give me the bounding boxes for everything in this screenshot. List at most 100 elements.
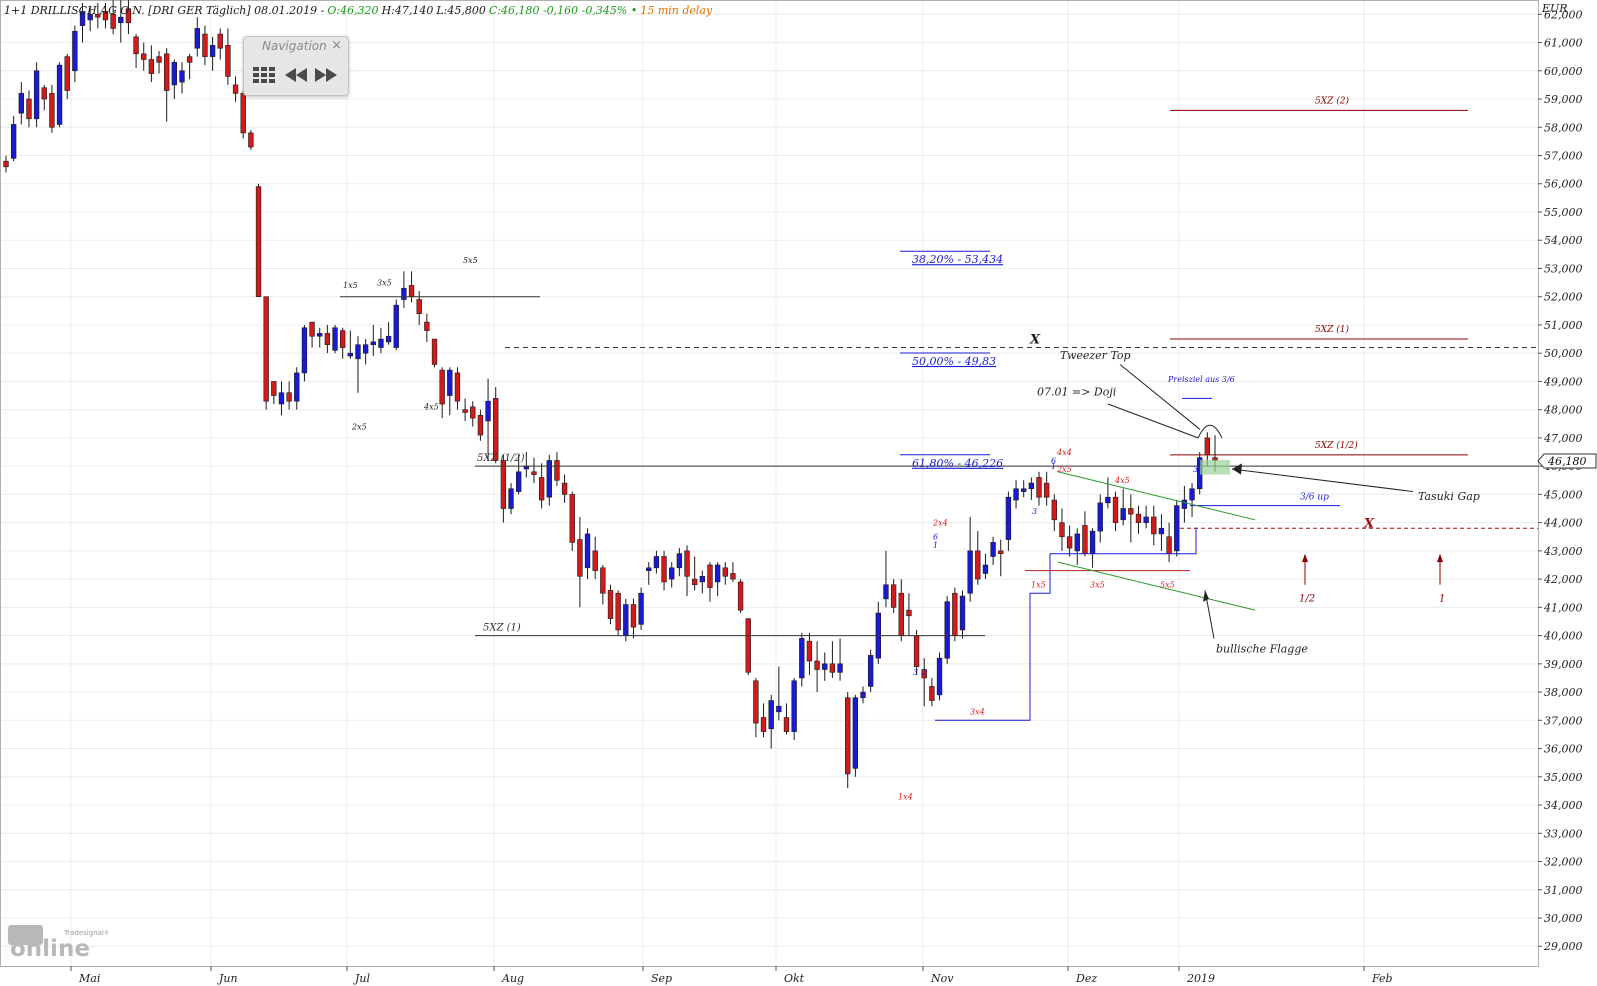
navigation-title: Navigation [262, 39, 327, 53]
candle-body [102, 11, 109, 21]
y-tick-label: 47,000 [1543, 432, 1583, 445]
candle-body [998, 550, 1004, 554]
candle-body [768, 700, 774, 730]
logo-brand: Tradesignal® [63, 929, 108, 937]
x-tick-label: Sep [651, 972, 672, 985]
candle-body [516, 471, 522, 492]
candle-count-label: 4x5 [423, 403, 439, 412]
candle-body [531, 471, 537, 475]
x-tick-label: 2019 [1186, 972, 1215, 985]
candle-body [1158, 527, 1165, 535]
y-tick-label: 37,000 [1544, 714, 1583, 727]
candle-body [393, 304, 399, 348]
candle-body [301, 327, 308, 374]
navigation-close-button[interactable]: × [331, 38, 342, 53]
candle-count-label: 2x5 [351, 422, 367, 431]
y-tick-label: 56,000 [1544, 178, 1583, 191]
y-tick-label: 34,000 [1544, 799, 1583, 812]
candle-body [906, 609, 912, 617]
candle-body [271, 381, 277, 396]
y-tick-label: 32,000 [1544, 856, 1583, 869]
tasuki-arrow [1231, 468, 1414, 493]
candle-body [340, 330, 346, 348]
candle-body [1105, 496, 1111, 504]
candle-body [95, 13, 101, 18]
candle-body [867, 655, 874, 687]
candle-body [79, 11, 86, 26]
candle-count-label: 4x5 [1114, 476, 1130, 485]
x-tick-label: Dez [1075, 972, 1097, 985]
current-price-marker [1537, 453, 1597, 469]
logo-name: online [10, 936, 90, 962]
flag-label: bullische Flagge [1216, 643, 1308, 656]
candle-body [439, 369, 445, 405]
up-label: 3/6 up [1300, 493, 1329, 503]
candle-body [1036, 477, 1042, 498]
candle-body [424, 321, 430, 331]
doji-label: 07.01 => Doji [1037, 386, 1116, 399]
candle-body [370, 341, 376, 346]
candle-count-label: 3x4 [970, 708, 985, 717]
candle-body [431, 338, 438, 365]
candle-body [661, 556, 667, 583]
candle-count-label: 3 [913, 668, 918, 677]
navigation-panel[interactable]: Navigation × [243, 36, 349, 96]
fib-label: 38,20% - 53,434 [912, 253, 1003, 266]
candle-body [164, 53, 170, 91]
target-label: 5XZ (1) [1315, 324, 1349, 335]
x-tick-label: Okt [784, 972, 805, 985]
candle-body [500, 460, 507, 509]
candle-body [561, 482, 568, 495]
tweezer-arc [1197, 424, 1223, 439]
candle-body [799, 638, 805, 679]
candle-body [10, 124, 17, 159]
close-change-value: C:46,180 -0,160 -0,345% • [488, 4, 638, 17]
candle-body [699, 575, 705, 583]
candle-body [1174, 505, 1180, 552]
candle-body [248, 132, 254, 148]
candle-body [401, 287, 407, 300]
rewind-icon[interactable] [284, 65, 308, 85]
candle-body [33, 70, 40, 120]
candle-count-label: 3x5 [377, 278, 392, 287]
candle-body [646, 567, 652, 571]
fast-forward-icon[interactable] [314, 65, 338, 85]
candle-body [462, 409, 468, 413]
candle-body [1066, 536, 1073, 549]
candle-body [179, 70, 185, 83]
candle-body [760, 717, 767, 732]
candle-body [1043, 482, 1050, 498]
candle-body [385, 335, 392, 343]
grid-icon[interactable] [252, 65, 276, 85]
y-tick-label: 49,000 [1543, 375, 1583, 388]
candle-body [324, 333, 331, 346]
candle-body [814, 660, 820, 670]
x-tick-label: Jul [353, 972, 370, 985]
target-label: 5XZ (1/2) [1315, 440, 1358, 451]
candle-body [546, 460, 552, 498]
currency-label: EUR [1541, 2, 1568, 15]
y-tick-label: 60,000 [1544, 65, 1583, 78]
candle-body [225, 45, 231, 77]
target-arrowhead [1302, 553, 1308, 563]
candle-body [684, 550, 690, 577]
candle-body [477, 415, 484, 436]
candle-body [118, 16, 124, 24]
preisziel-label: Preisziel aus 3/6 [1167, 375, 1235, 384]
y-tick-label: 43,000 [1543, 545, 1583, 558]
candle-count-label: 6 [1051, 456, 1056, 465]
candle-body [309, 321, 315, 337]
candle-count-label: 3 [1032, 507, 1037, 516]
candle-count-label: 1 [1051, 462, 1056, 471]
candle-body [554, 460, 560, 481]
candle-body [156, 56, 162, 63]
candle-body [72, 30, 78, 72]
candle-body [929, 686, 935, 701]
candle-body [194, 28, 200, 49]
x-mark-red: X [1363, 516, 1375, 531]
candle-body [493, 398, 499, 461]
candle-body [454, 372, 461, 402]
candle-body [975, 550, 981, 580]
candle-body [447, 369, 453, 396]
